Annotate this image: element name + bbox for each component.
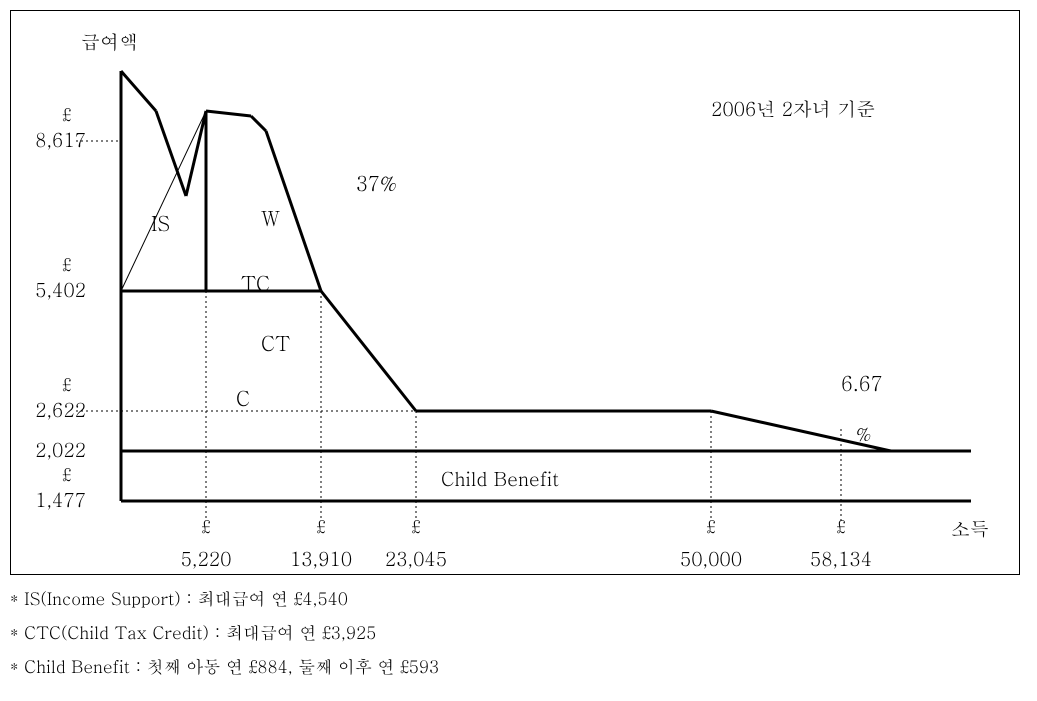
svg-text:£: £ xyxy=(837,514,846,538)
svg-text:1,477: 1,477 xyxy=(35,486,86,513)
svg-text:23,045: 23,045 xyxy=(385,545,447,572)
svg-text:TC: TC xyxy=(241,268,270,297)
svg-text:2,022: 2,022 xyxy=(35,436,86,463)
svg-text:IS: IS xyxy=(151,208,170,237)
svg-text:£: £ xyxy=(63,462,72,486)
svg-text:급여액: 급여액 xyxy=(81,28,138,55)
svg-text:CT: CT xyxy=(261,328,290,357)
svg-text:£: £ xyxy=(202,514,211,538)
svg-text:6.67: 6.67 xyxy=(841,368,883,397)
svg-text:%: % xyxy=(856,422,871,447)
svg-text:8,617: 8,617 xyxy=(35,126,86,153)
svg-text:£: £ xyxy=(63,252,72,276)
svg-text:C: C xyxy=(236,383,250,412)
svg-text:58,134: 58,134 xyxy=(810,545,872,572)
chart-container: 급여액£1,4772,022£2,622£5,402£8,617소득£5,220… xyxy=(10,10,1020,575)
svg-text:5,402: 5,402 xyxy=(35,276,86,303)
svg-text:£: £ xyxy=(63,372,72,396)
svg-text:£: £ xyxy=(317,514,326,538)
svg-text:2006년 2자녀 기준: 2006년 2자녀 기준 xyxy=(711,95,875,122)
svg-text:W: W xyxy=(261,203,280,232)
svg-text:37%: 37% xyxy=(356,168,397,197)
footnotes: * IS(Income Support) : 최대급여 연 £4,540 * C… xyxy=(10,581,1027,683)
svg-text:소득: 소득 xyxy=(951,515,989,542)
footnote-line: * CTC(Child Tax Credit) : 최대급여 연 £3,925 xyxy=(10,615,1027,649)
benefit-chart-svg: 급여액£1,4772,022£2,622£5,402£8,617소득£5,220… xyxy=(11,11,1021,576)
svg-text:£: £ xyxy=(412,514,421,538)
footnote-line: * Child Benefit : 첫째 아동 연 £884, 둘째 이후 연 … xyxy=(10,649,1027,683)
footnote-line: * IS(Income Support) : 최대급여 연 £4,540 xyxy=(10,581,1027,615)
svg-text:2,622: 2,622 xyxy=(35,396,86,423)
svg-text:5,220: 5,220 xyxy=(181,545,232,572)
svg-text:£: £ xyxy=(707,514,716,538)
svg-text:50,000: 50,000 xyxy=(680,545,742,572)
svg-text:£: £ xyxy=(63,102,72,126)
svg-text:Child Benefit: Child Benefit xyxy=(441,465,559,492)
svg-text:13,910: 13,910 xyxy=(290,545,352,572)
